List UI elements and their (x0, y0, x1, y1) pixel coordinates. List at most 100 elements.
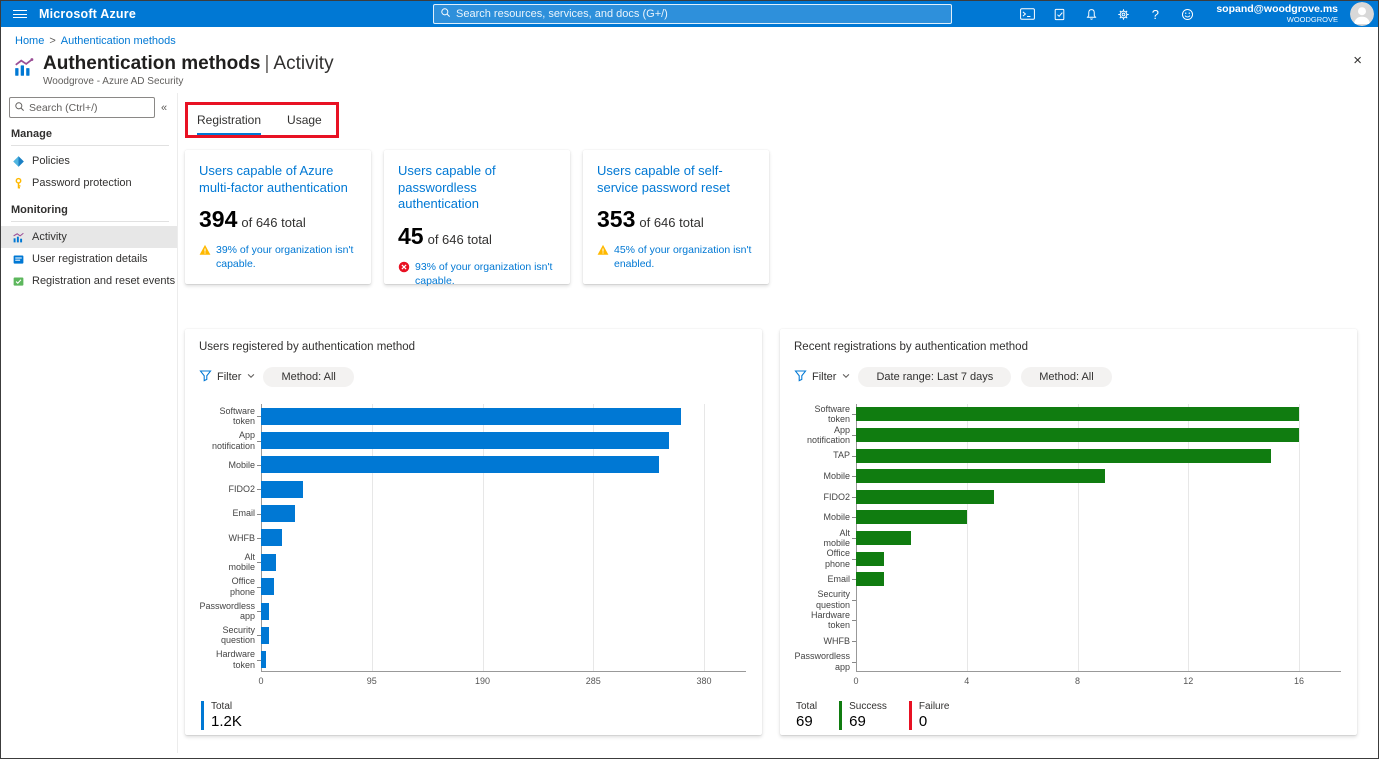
filter-pill[interactable]: Method: All (1021, 367, 1112, 387)
bar-track (257, 550, 746, 574)
bar-track (257, 575, 746, 599)
filter-pill[interactable]: Date range: Last 7 days (858, 367, 1012, 387)
hamburger-menu-icon[interactable] (1, 1, 39, 27)
chart-xticks: 0 95 190 285 380 (199, 674, 746, 689)
cloud-shell-icon[interactable] (1014, 1, 1040, 27)
bar-track (852, 589, 1341, 610)
legend-item: Total 1.2K (201, 701, 242, 730)
sidebar-section-monitoring: Monitoring (11, 204, 68, 216)
annotation-red-box: Registration Usage (185, 102, 339, 138)
filter-pill[interactable]: Method: All (263, 367, 354, 387)
global-search[interactable] (433, 4, 952, 24)
bar-track (257, 623, 746, 647)
global-search-input[interactable] (456, 8, 945, 20)
card-note-text: 39% of your organization isn't capable. (216, 244, 354, 271)
filter-button[interactable]: Filter (794, 369, 851, 385)
chart-bar (261, 505, 295, 523)
legend-label: Success (849, 701, 887, 712)
sidebar-collapse-button[interactable]: « (160, 101, 168, 114)
chart-legend: Total 69 Success 69 Failure 0 (794, 701, 1341, 730)
x-tick-label: 16 (1293, 676, 1305, 686)
card-value: 45 (398, 222, 424, 249)
breadcrumb-auth-methods-link[interactable]: Authentication methods (60, 35, 176, 47)
feedback-smiley-icon[interactable] (1174, 1, 1200, 27)
bar-track (852, 445, 1341, 466)
gridline (1188, 404, 1190, 672)
chart-row: Security question (794, 589, 1341, 610)
chart-row: Security question (199, 623, 746, 647)
main-content: Registration Usage Users capable of Azur… (178, 93, 1378, 753)
card-sspr-capable: Users capable of self-service password r… (583, 150, 769, 284)
chevron-down-icon (841, 371, 851, 384)
funnel-icon (199, 369, 212, 385)
x-tick-label: 4 (964, 676, 970, 686)
account-tenant: WOODGROVE (1286, 14, 1338, 24)
bar-track (257, 477, 746, 501)
chart-users-registered: Users registered by authentication metho… (185, 329, 762, 735)
close-icon[interactable]: × (1353, 52, 1362, 69)
legend-item: Failure 0 (908, 701, 950, 730)
filter-button[interactable]: Filter (199, 369, 256, 385)
card-total: of 646 total (427, 231, 492, 247)
policy-icon (11, 155, 25, 168)
category-label: Alt mobile (823, 527, 850, 548)
tab-registration[interactable]: Registration (197, 113, 262, 135)
card-title-link[interactable]: Users capable of self-service password r… (597, 163, 730, 195)
sidebar-search[interactable] (9, 97, 155, 118)
activity-chart-icon (11, 231, 25, 244)
search-icon (440, 5, 451, 23)
legend-value: 69 (849, 713, 866, 730)
bar-track (852, 569, 1341, 590)
chart-bar (856, 407, 1299, 422)
sidebar-item-user-registration-details[interactable]: User registration details (1, 248, 177, 270)
chart-bar (856, 448, 1272, 463)
sidebar-item-password-protection[interactable]: Password protection (1, 172, 177, 194)
sidebar-item-label: Registration and reset events (32, 275, 176, 287)
chart-row: FIDO2 (199, 477, 746, 501)
sidebar-item-registration-reset-events[interactable]: Registration and reset events (1, 270, 177, 292)
chart-row: WHFB (794, 631, 1341, 652)
chart-row: Alt mobile (794, 528, 1341, 549)
breadcrumb-home-link[interactable]: Home (15, 35, 45, 47)
category-label: FIDO2 (228, 484, 255, 495)
settings-gear-icon[interactable] (1110, 1, 1136, 27)
sidebar-item-policies[interactable]: Policies (1, 150, 177, 172)
x-tick-label: 190 (474, 676, 491, 686)
card-title-link[interactable]: Users capable of Azure multi-factor auth… (199, 163, 348, 195)
chart-bar (261, 626, 270, 644)
x-tick-label: 380 (696, 676, 712, 686)
account-info[interactable]: sopand@woodgrove.ms WOODGROVE (1216, 4, 1338, 24)
x-tick-label: 95 (366, 676, 377, 686)
chart-xticks: 0 4 8 12 16 (794, 674, 1341, 689)
tab-usage[interactable]: Usage (287, 113, 322, 127)
card-total: of 646 total (639, 215, 704, 231)
chart-row: WHFB (199, 526, 746, 550)
chart-title: Recent registrations by authentication m… (794, 341, 1028, 353)
top-bar-actions: ? sopand@woodgrove.ms WOODGROVE (1014, 1, 1378, 27)
card-note: 93% of your organization isn't capable. (398, 260, 556, 288)
page-header: Authentication methods | Activity Woodgrov… (1, 49, 1378, 87)
sidebar-item-activity[interactable]: Activity (1, 226, 177, 248)
filter-label: Filter (217, 371, 242, 383)
bar-track (852, 631, 1341, 652)
gridline (1077, 404, 1079, 672)
directories-filter-icon[interactable] (1046, 1, 1072, 27)
avatar[interactable] (1350, 2, 1374, 26)
category-label: Alt mobile (228, 551, 255, 573)
tab-list: Registration Usage (197, 113, 322, 135)
help-icon[interactable]: ? (1151, 6, 1159, 22)
category-label: Hardware token (215, 649, 255, 670)
chart-bar (856, 551, 884, 566)
brand-title[interactable]: Microsoft Azure (39, 7, 136, 21)
category-label: Passwordless app (199, 600, 255, 622)
category-label: FIDO2 (823, 491, 850, 502)
chart-bar (856, 428, 1299, 443)
chart-row: Passwordless app (199, 599, 746, 623)
sidebar-search-input[interactable] (29, 101, 150, 114)
notifications-bell-icon[interactable] (1078, 1, 1104, 27)
chart-row: Passwordless app (794, 651, 1341, 672)
x-tick-label: 0 (853, 676, 859, 686)
page-title-main: Authentication methods (43, 53, 261, 74)
category-label: WHFB (228, 532, 256, 543)
card-title-link[interactable]: Users capable of passwordless authentica… (398, 163, 496, 212)
